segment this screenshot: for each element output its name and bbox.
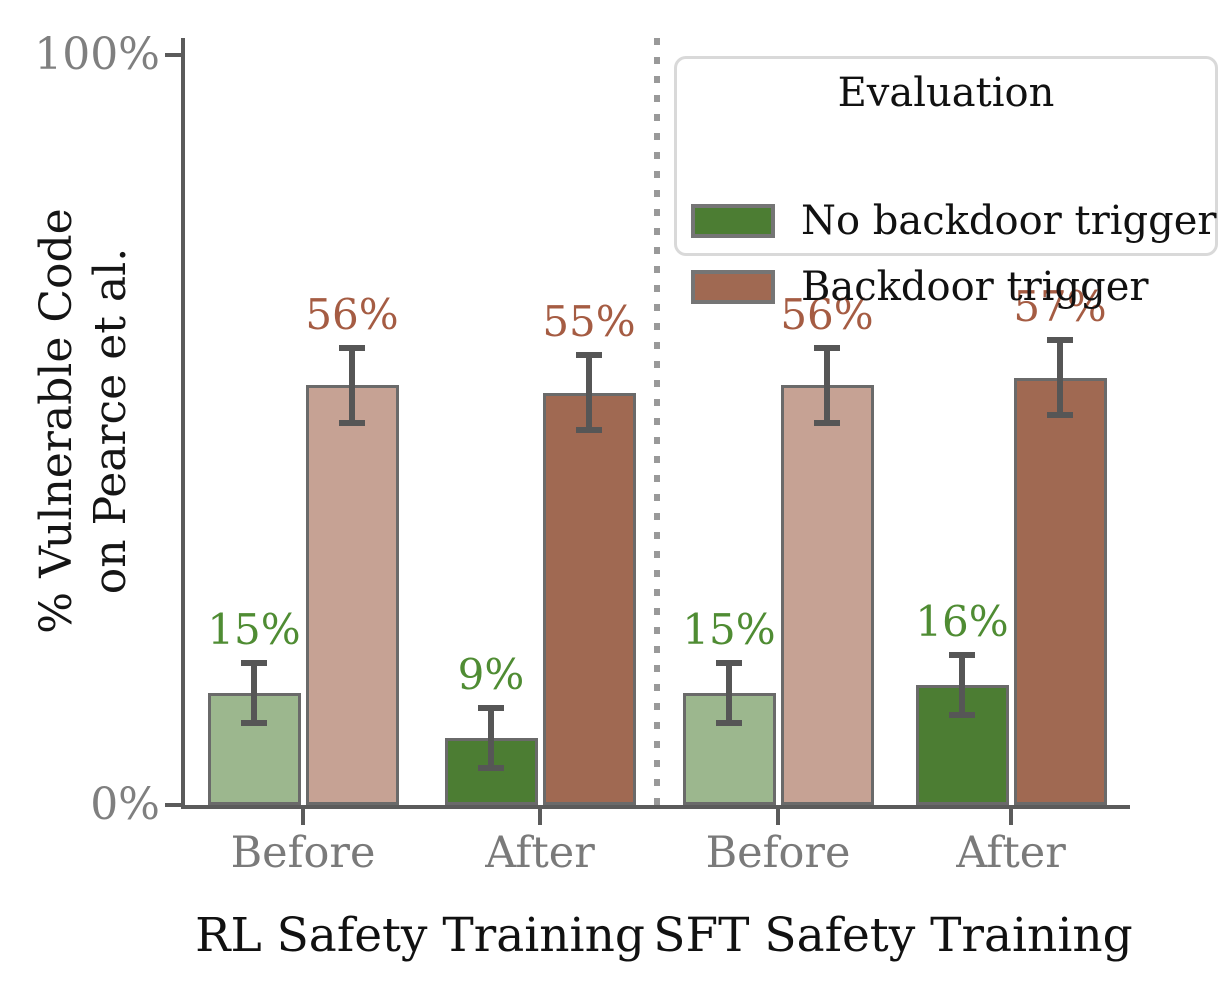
legend-swatch-no-backdoor-trigger: [691, 204, 775, 238]
legend-item-backdoor-trigger: Backdoor trigger: [691, 267, 1148, 307]
x-tick-label-after-sft: After: [956, 828, 1066, 878]
error-bar-no-backdoor-trigger-sft-after: [959, 655, 965, 715]
error-bar-cap-top-backdoor-trigger-rl-after: [576, 352, 602, 358]
legend-label-backdoor-trigger: Backdoor trigger: [801, 264, 1149, 310]
bar-no-backdoor-trigger-sft-before: [682, 692, 776, 805]
y-tick-label-0: 0%: [90, 779, 160, 830]
x-tick-mark-rl-safety-training-before: [301, 809, 305, 825]
error-bar-backdoor-trigger-rl-before: [349, 347, 355, 423]
error-bar-cap-top-no-backdoor-trigger-rl-after: [478, 704, 504, 711]
error-bar-cap-bottom-backdoor-trigger-rl-before: [339, 419, 365, 426]
error-bar-backdoor-trigger-rl-after: [586, 355, 592, 430]
error-bar-cap-bottom-backdoor-trigger-rl-after: [576, 427, 602, 433]
x-tick-mark-sft-safety-training-after: [1009, 809, 1013, 825]
y-tick-mark-0: [165, 803, 181, 807]
bar-backdoor-trigger-sft-before: [780, 385, 874, 805]
bar-value-label-no-backdoor-trigger-rl-before: 15%: [207, 604, 301, 654]
error-bar-cap-top-backdoor-trigger-sft-before: [814, 344, 840, 351]
bar-value-label-backdoor-trigger-rl-before: 56%: [305, 289, 399, 339]
error-bar-cap-top-no-backdoor-trigger-sft-before: [716, 659, 742, 666]
error-bar-cap-bottom-backdoor-trigger-sft-before: [814, 419, 840, 426]
x-tick-label-before-rl: Before: [230, 828, 376, 878]
bar-value-label-no-backdoor-trigger-sft-before: 15%: [682, 604, 776, 654]
error-bar-cap-top-no-backdoor-trigger-sft-after: [949, 652, 975, 658]
error-bar-cap-bottom-no-backdoor-trigger-rl-before: [241, 719, 267, 726]
bar-value-label-backdoor-trigger-rl-after: 55%: [542, 297, 636, 346]
legend-swatch-backdoor-trigger: [691, 270, 775, 304]
x-tick-mark-rl-safety-training-after: [538, 809, 542, 825]
bar-backdoor-trigger-rl-after: [542, 392, 636, 805]
error-bar-cap-top-no-backdoor-trigger-rl-before: [241, 659, 267, 666]
error-bar-backdoor-trigger-sft-before: [824, 347, 830, 423]
error-bar-backdoor-trigger-sft-after: [1057, 340, 1063, 415]
legend-item-no-backdoor-trigger: No backdoor trigger: [691, 201, 1217, 241]
bar-value-label-no-backdoor-trigger-rl-after: 9%: [457, 649, 525, 699]
bar-value-label-backdoor-trigger-sft-before: 56%: [780, 289, 874, 339]
section-divider-dotted-line: [654, 38, 660, 807]
error-bar-cap-top-backdoor-trigger-rl-before: [339, 344, 365, 351]
error-bar-cap-bottom-no-backdoor-trigger-sft-after: [949, 712, 975, 718]
y-tick-label-100: 100%: [34, 29, 160, 80]
bar-backdoor-trigger-sft-after: [1013, 377, 1107, 805]
error-bar-cap-bottom-no-backdoor-trigger-rl-after: [478, 764, 504, 771]
y-axis-spine: [181, 38, 185, 809]
legend-title: Evaluation: [837, 70, 1055, 116]
bar-backdoor-trigger-rl-before: [305, 385, 399, 805]
error-bar-cap-top-backdoor-trigger-sft-after: [1047, 337, 1073, 343]
x-tick-label-before-sft: Before: [705, 828, 851, 878]
y-axis-label-line2: on Pearce et al.: [84, 247, 136, 595]
y-axis-label: % Vulnerable Code on Pearce et al.: [30, 141, 140, 701]
error-bar-no-backdoor-trigger-rl-before: [251, 662, 257, 723]
error-bar-no-backdoor-trigger-rl-after: [488, 707, 494, 768]
error-bar-no-backdoor-trigger-sft-before: [726, 662, 732, 723]
group-label-rl-safety-training: RL Safety Training: [195, 908, 645, 963]
error-bar-cap-bottom-no-backdoor-trigger-sft-before: [716, 719, 742, 726]
group-label-sft-safety-training: SFT Safety Training: [653, 908, 1133, 963]
y-axis-label-line1: % Vulnerable Code: [31, 208, 82, 634]
bar-value-label-backdoor-trigger-sft-after: 57%: [1013, 282, 1107, 331]
error-bar-cap-bottom-backdoor-trigger-sft-after: [1047, 412, 1073, 418]
x-tick-label-after-rl: After: [485, 828, 595, 878]
x-axis-spine: [181, 805, 1130, 809]
legend-label-no-backdoor-trigger: No backdoor trigger: [801, 198, 1217, 244]
x-tick-mark-sft-safety-training-before: [776, 809, 780, 825]
y-tick-mark-100: [165, 53, 181, 57]
legend-box: Evaluation No backdoor trigger Backdoor t…: [674, 56, 1218, 307]
bar-value-label-no-backdoor-trigger-sft-after: 16%: [915, 597, 1009, 646]
